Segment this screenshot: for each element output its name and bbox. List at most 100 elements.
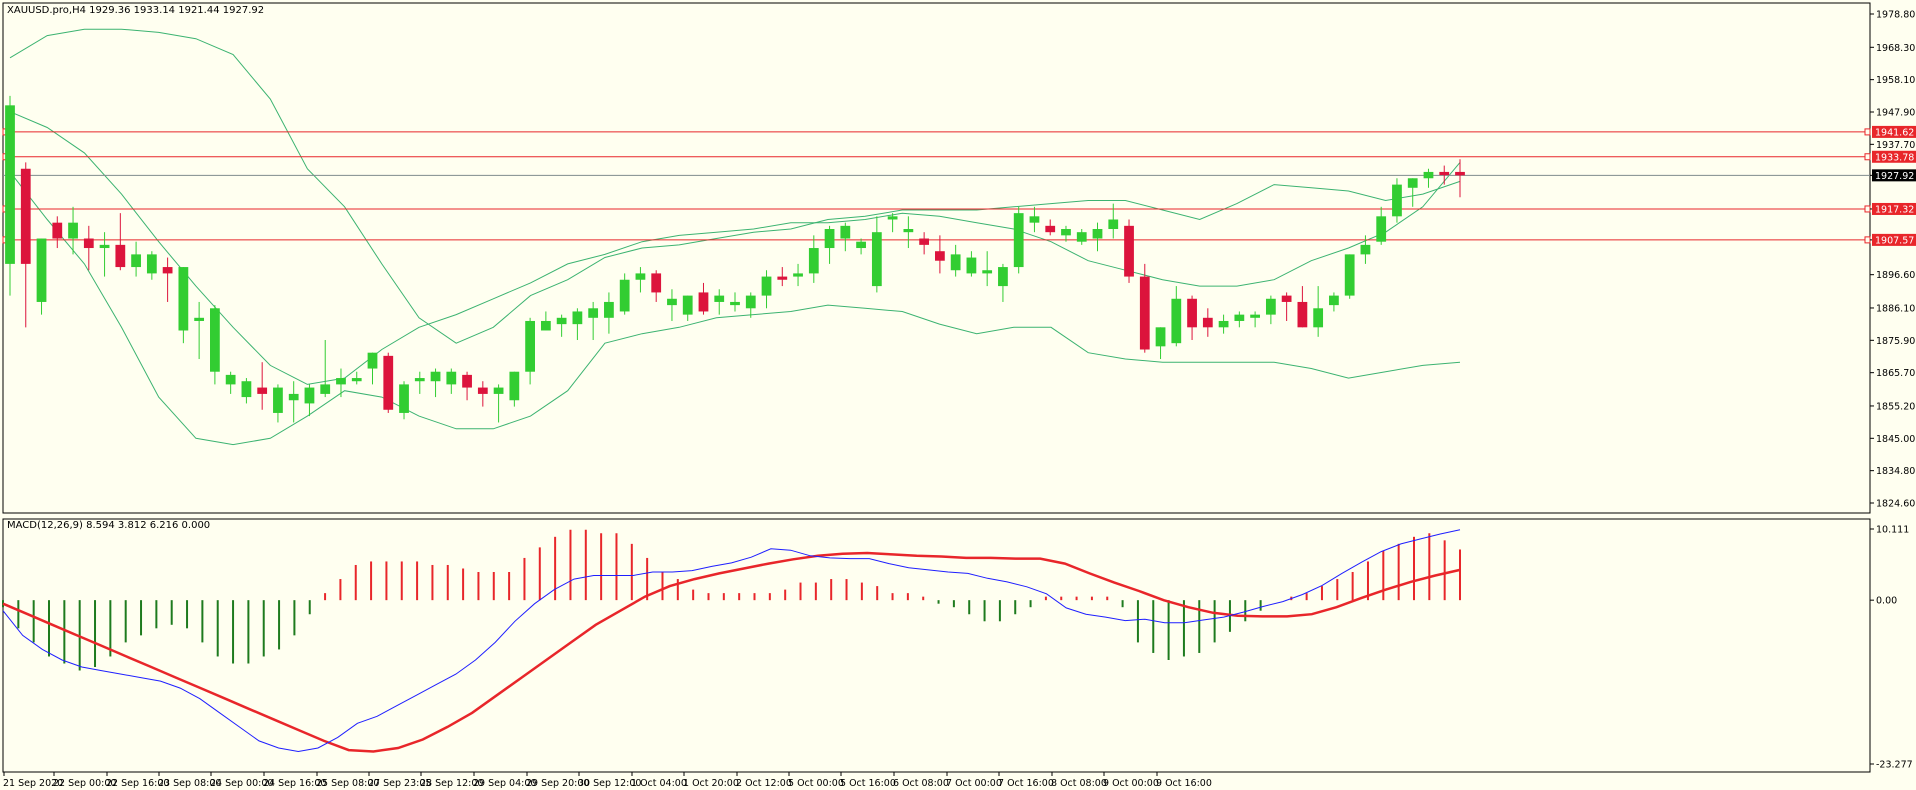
price-tick-label: 1824.60 [1876,499,1915,510]
candle-bull [99,244,110,249]
time-tick-label: 5 Oct 00:00 [788,778,844,789]
macd-pane[interactable] [2,518,1871,773]
time-tick-label: 29 Sep 04:00 [473,778,536,789]
candle-bear [1045,225,1056,233]
time-tick-label: 7 Oct 00:00 [946,778,1002,789]
price-pane-content [2,28,1871,446]
candle-bull [682,295,693,315]
candle-bear [1139,276,1150,350]
candle-bull [1171,298,1182,344]
time-tick-label: 5 Oct 16:00 [840,778,896,789]
candle-bull [1376,216,1387,242]
candle-bull [540,320,551,331]
candle-bull [745,295,756,309]
time-tick-label: 28 Sep 12:00 [420,778,483,789]
candle-bull [793,273,803,277]
candle-bull [1407,178,1418,188]
candle-bear [1187,298,1197,328]
macd-tick-label: -23.277 [1876,760,1913,771]
candle-bear [383,355,394,410]
time-tick-label: 1 Oct 04:00 [631,778,687,789]
macd-tick-label: 10.111 [1876,525,1909,536]
time-tick-label: 22 Sep 16:00 [106,778,169,789]
candle-bull [903,229,914,233]
price-tick-label: 1865.70 [1876,368,1915,379]
candle-bull [241,381,252,398]
candle-bull [824,229,835,249]
candle-bear [1281,295,1292,302]
candle-bull [982,270,993,274]
candle-bull [399,384,409,413]
current-price-label: 1927.92 [1875,171,1914,182]
candle-bull [146,254,157,274]
candle-bull [887,216,898,220]
candle-bull [572,311,583,325]
candle-bear [1124,225,1134,277]
candle-bull [336,378,346,385]
price-tick-label: 1896.60 [1876,270,1915,281]
candle-bear [698,292,709,312]
price-tick-label: 1886.10 [1876,303,1915,314]
candle-bull [1392,184,1402,217]
candle-bear [1202,317,1213,328]
candle-bull [509,371,520,401]
candle-bull [808,248,819,274]
time-tick-label: 24 Sep 16:00 [263,778,326,789]
candle-bull [36,238,47,302]
price-tick-label: 1978.80 [1876,10,1915,21]
level-price-label: 1941.62 [1875,127,1914,138]
candle-bear [1297,301,1308,328]
bollinger-middle-line [9,111,1461,385]
candle-bull [1313,308,1324,328]
candle-bull [1013,213,1024,268]
candle-bear [919,238,930,245]
candle-bear [935,251,945,261]
candle-bear [1439,171,1450,176]
candle-bull [1234,314,1245,321]
candle-bear [462,374,472,388]
price-tick-label: 1947.90 [1876,107,1915,118]
candle-bull [225,374,236,385]
candle-bull [966,257,977,274]
candle-bull [320,384,331,394]
candle-bull [1029,216,1040,223]
level-price-label: 1917.32 [1875,204,1914,215]
candle-bull [1155,327,1166,347]
price-axis: 1978.80 1968.30 1958.10 1947.90 1937.70 1896.… [1870,10,1916,510]
macd-main-line [2,529,1461,753]
candle-bull [1061,229,1071,236]
time-tick-label: 8 Oct 08:00 [1051,778,1107,789]
candle-bull [68,222,78,239]
time-tick-label: 29 Sep 20:00 [526,778,589,789]
time-tick-label: 21 Sep 2020 [3,778,63,789]
candle-bull [604,301,614,318]
level-marker-right [1864,128,1871,136]
level-price-tag [1872,150,1916,163]
candle-bull [1265,298,1276,315]
time-tick-label: 23 Sep 08:00 [158,778,221,789]
candle-bull [1092,229,1103,239]
price-tick-label: 1968.30 [1876,43,1915,54]
candle-bull [273,387,283,413]
price-pane[interactable] [2,2,1871,514]
time-tick-label: 9 Oct 00:00 [1103,778,1159,789]
candle-bull [840,225,851,239]
candle-bull [178,267,189,331]
time-tick-label: 22 Sep 00:00 [53,778,116,789]
candle-bull [1329,295,1339,306]
candle-bull [635,273,646,280]
price-tick-label: 1875.90 [1876,336,1915,347]
candle-bull [288,393,299,401]
candle-bull [131,254,141,268]
candle-bull [856,241,866,249]
time-tick-label: 25 Sep 08:00 [316,778,379,789]
candle-bull [1108,219,1119,230]
level-price-label: 1933.78 [1875,152,1914,163]
candle-bull [761,276,772,296]
candle-bull [493,387,504,394]
candle-bull [351,378,362,382]
candle-bull [1360,244,1371,255]
candle-bull [1076,232,1087,242]
